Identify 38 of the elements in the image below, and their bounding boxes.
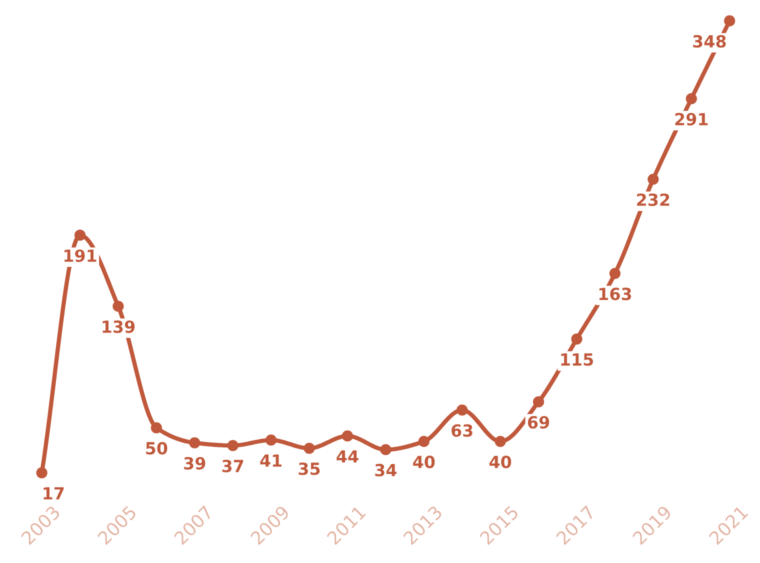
data-label: 44 xyxy=(336,450,358,463)
data-label: 40 xyxy=(413,456,435,468)
data-label: 34 xyxy=(375,464,397,476)
point xyxy=(266,434,277,446)
point xyxy=(686,93,697,104)
data-label: 191 xyxy=(64,249,96,262)
point xyxy=(494,436,506,447)
data-label: 163 xyxy=(599,288,632,300)
point xyxy=(648,174,659,185)
point xyxy=(304,442,315,454)
point xyxy=(724,15,736,26)
data-label: 69 xyxy=(528,416,550,429)
point xyxy=(112,300,124,312)
data-label: 37 xyxy=(222,460,244,472)
data-label: 139 xyxy=(102,320,135,334)
point xyxy=(571,333,582,345)
data-label: 39 xyxy=(184,456,206,470)
point xyxy=(150,422,162,434)
point xyxy=(532,396,544,408)
point xyxy=(36,467,48,478)
point xyxy=(418,436,430,447)
data-label: 115 xyxy=(561,353,593,366)
data-label: 40 xyxy=(489,456,512,468)
point xyxy=(342,430,354,442)
data-label: 348 xyxy=(693,35,726,48)
data-label: 232 xyxy=(637,193,670,206)
point xyxy=(456,404,468,416)
point xyxy=(609,268,621,280)
point xyxy=(227,440,238,452)
point xyxy=(74,230,86,241)
data-label: 50 xyxy=(146,442,168,455)
point xyxy=(380,444,392,456)
data-label: 291 xyxy=(675,112,708,126)
data-label: 41 xyxy=(260,454,282,467)
data-label: 63 xyxy=(452,424,472,437)
data-label: 35 xyxy=(298,462,320,476)
data-label: 17 xyxy=(44,487,64,500)
point xyxy=(189,437,200,448)
